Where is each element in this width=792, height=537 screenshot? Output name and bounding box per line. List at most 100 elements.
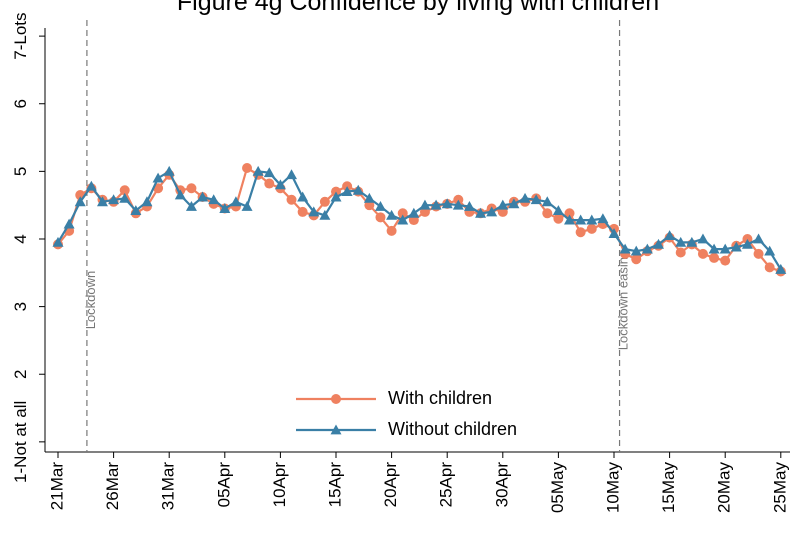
series-line (57, 166, 782, 273)
point-marker (719, 243, 731, 254)
point-marker (252, 165, 264, 176)
point-marker (119, 185, 130, 196)
point-marker (174, 189, 186, 200)
point-marker (508, 198, 520, 209)
point-marker (608, 228, 620, 238)
point-marker (586, 223, 597, 234)
point-marker (141, 196, 153, 207)
x-tick-label: 15May (659, 462, 678, 514)
y-tick-label: 5 (11, 167, 30, 176)
x-tick-label: 15Apr (325, 462, 344, 508)
point-marker (730, 241, 742, 252)
point-marker (363, 192, 375, 203)
point-marker (85, 180, 97, 191)
point-marker (264, 178, 275, 189)
point-marker (664, 230, 676, 241)
point-marker (185, 201, 197, 211)
series (52, 165, 787, 274)
point-marker (96, 196, 108, 207)
event-label: Lockdown (83, 271, 98, 330)
point-marker (374, 201, 386, 211)
point-marker (597, 213, 609, 224)
chart-title: Figure 4g Confidence by living with chil… (177, 0, 659, 16)
point-marker (386, 225, 397, 236)
x-tick-label: 05Apr (214, 462, 233, 508)
point-marker (163, 165, 175, 176)
point-marker (619, 243, 631, 254)
point-marker (641, 243, 653, 254)
point-marker (519, 192, 531, 203)
y-tick-label: 3 (11, 302, 30, 311)
point-marker (386, 209, 398, 220)
point-marker (764, 262, 775, 273)
series-line (57, 169, 782, 270)
point-marker (564, 214, 576, 225)
point-marker (263, 167, 275, 178)
y-tick-label: 7-Lots (11, 12, 30, 59)
x-tick-label: 21Mar (47, 462, 66, 511)
y-tick-label: 1-Not at all (11, 401, 30, 483)
point-marker (63, 218, 75, 229)
point-marker (330, 191, 342, 202)
point-marker (575, 214, 587, 225)
point-marker (675, 247, 686, 258)
point-marker (575, 227, 586, 238)
x-tick-label: 05May (548, 462, 567, 514)
point-marker (230, 196, 242, 207)
legend-label: With children (388, 388, 492, 408)
x-tick-label: 31Mar (159, 462, 178, 511)
point-marker (486, 206, 498, 217)
point-marker (319, 209, 331, 220)
x-tick-label: 10May (603, 462, 622, 514)
y-tick-label: 6 (11, 99, 30, 108)
point-marker (709, 252, 720, 263)
point-marker (764, 245, 776, 256)
y-tick-label: 4 (11, 234, 30, 243)
point-marker (686, 236, 698, 247)
legend-label: Without children (388, 419, 517, 439)
point-marker (441, 198, 453, 209)
point-marker (186, 183, 197, 194)
x-tick-label: 25Apr (437, 462, 456, 508)
point-marker (341, 186, 353, 197)
point-marker (452, 199, 464, 210)
point-marker (553, 213, 564, 224)
point-marker (552, 205, 564, 215)
point-marker (308, 206, 320, 217)
x-tick-label: 26Mar (103, 462, 122, 511)
point-marker (475, 207, 487, 218)
point-marker (741, 238, 753, 249)
point-marker (74, 196, 86, 207)
point-marker (697, 248, 708, 259)
point-marker (219, 203, 231, 213)
point-marker (397, 214, 409, 225)
point-marker (52, 236, 64, 247)
point-marker (108, 194, 120, 205)
x-tick-label: 20May (715, 462, 734, 514)
x-tick-label: 20Apr (381, 462, 400, 508)
point-marker (564, 208, 575, 219)
point-marker (130, 205, 142, 215)
point-marker (119, 192, 131, 203)
point-marker (152, 172, 164, 183)
point-marker (630, 245, 642, 256)
point-marker (586, 214, 598, 225)
point-marker (697, 233, 709, 244)
point-marker (208, 194, 220, 205)
point-marker (319, 196, 330, 207)
point-marker (375, 212, 386, 223)
point-marker (352, 184, 364, 195)
point-marker (753, 233, 765, 244)
point-marker (197, 191, 209, 202)
point-marker (530, 194, 542, 205)
event-label: Lockdown easing (616, 250, 631, 350)
point-marker (241, 201, 253, 211)
point-marker (463, 201, 475, 211)
x-tick-label: 30Apr (492, 462, 511, 508)
point-marker (286, 169, 298, 180)
point-marker (652, 238, 664, 249)
point-marker (541, 196, 553, 207)
point-marker (631, 254, 642, 265)
